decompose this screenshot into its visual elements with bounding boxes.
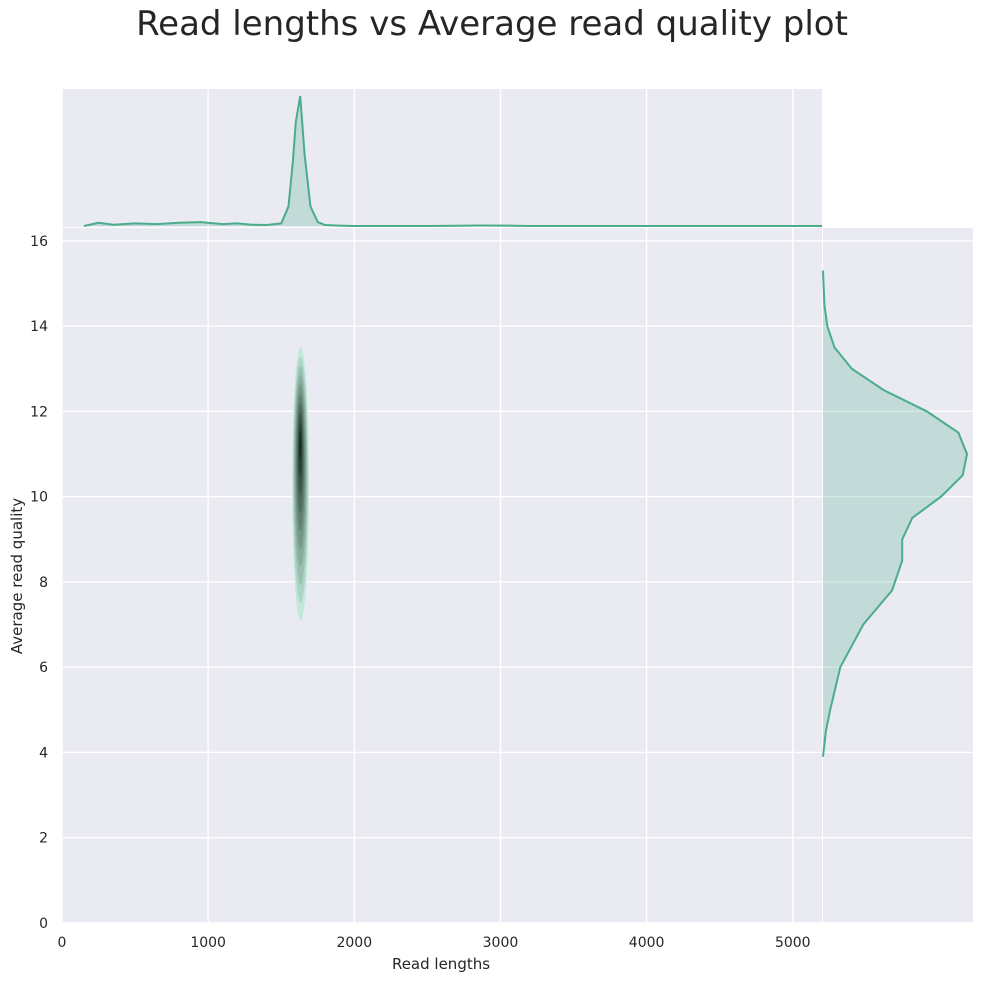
y-tick-label: 14 <box>30 319 48 335</box>
gridlines <box>61 89 973 924</box>
marginal-x-plot-area <box>62 89 822 227</box>
y-tick-label: 8 <box>39 575 48 591</box>
x-axis-label: Read lengths <box>392 955 490 973</box>
x-tick-label: 2000 <box>336 935 372 951</box>
marginal-x-line <box>83 95 822 227</box>
kde-contour-level <box>299 431 302 460</box>
y-tick-label: 6 <box>39 660 48 676</box>
y-tick-label: 0 <box>39 916 48 932</box>
marginal-y-kde <box>822 270 969 757</box>
y-tick-label: 4 <box>39 745 48 761</box>
y-tick-label: 16 <box>30 234 48 250</box>
x-tick-label: 3000 <box>483 935 519 951</box>
y-tick-labels: 0 2 4 6 8 10 12 14 16 <box>30 234 48 932</box>
x-tick-label: 1000 <box>190 935 226 951</box>
x-tick-label: 4000 <box>629 935 665 951</box>
marginal-y-line <box>822 270 969 757</box>
x-tick-label: 5000 <box>775 935 811 951</box>
joint-kde-contours <box>292 347 309 621</box>
x-tick-label: 0 <box>58 935 67 951</box>
joint-plot-area <box>62 228 822 923</box>
y-tick-label: 12 <box>30 404 48 420</box>
chart-title: Read lengths vs Average read quality plo… <box>136 4 848 44</box>
marginal-y-fill <box>823 270 967 757</box>
x-tick-labels: 0 1000 2000 3000 4000 5000 <box>58 935 811 951</box>
marginal-x-kde <box>83 95 822 227</box>
y-tick-label: 2 <box>39 831 48 847</box>
y-tick-label: 10 <box>30 490 48 506</box>
y-axis-label: Average read quality <box>8 498 26 654</box>
